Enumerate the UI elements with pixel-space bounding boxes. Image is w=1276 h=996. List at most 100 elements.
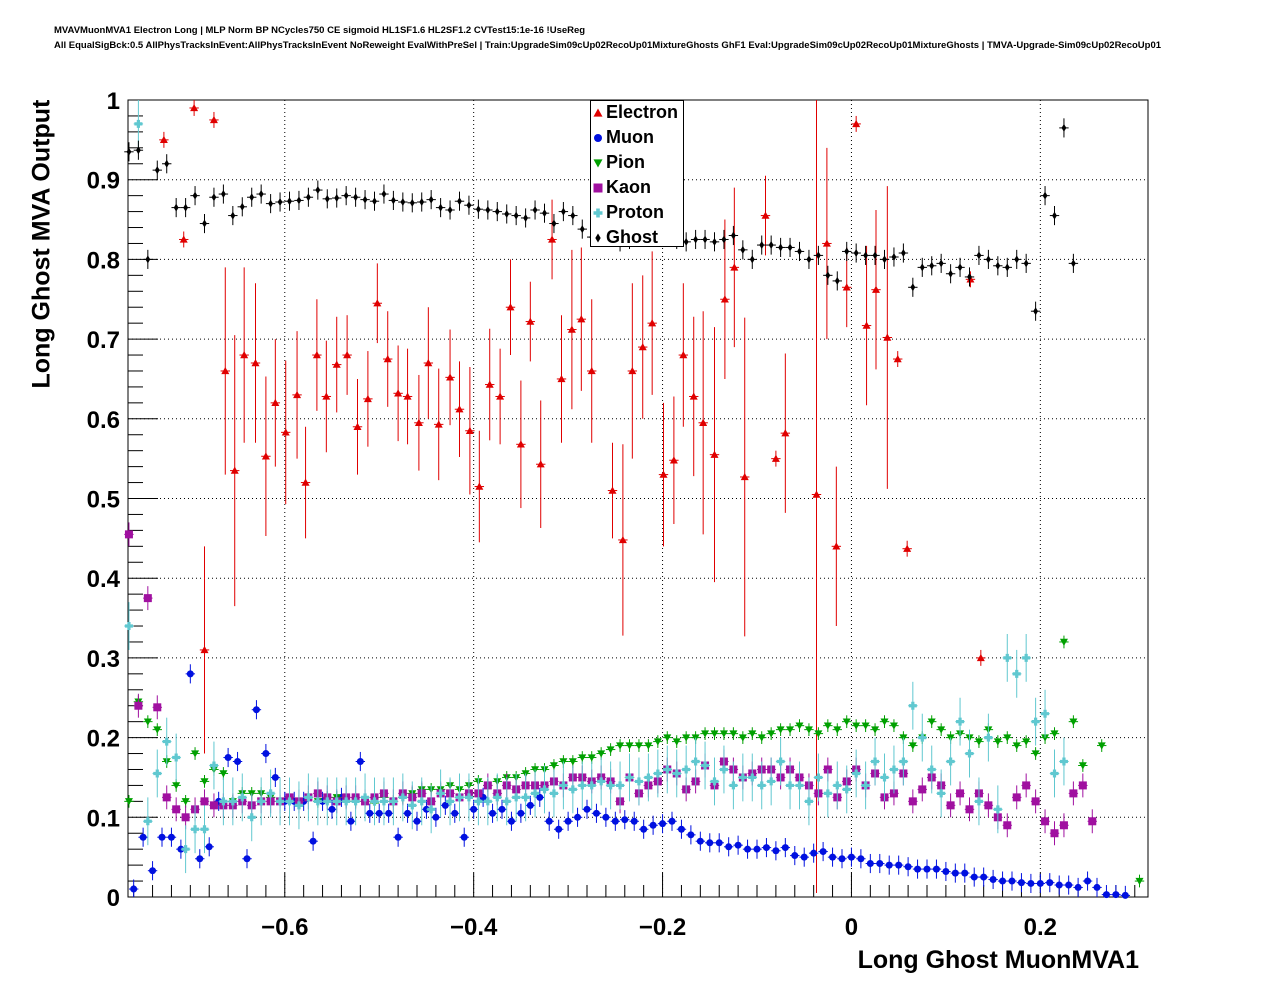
pion-point	[710, 730, 719, 738]
electron-point	[209, 115, 218, 124]
legend-item-pion: Pion	[591, 150, 645, 175]
ghost-point	[1033, 307, 1039, 316]
muon-point	[186, 670, 194, 678]
kaon-point	[946, 801, 955, 810]
proton-point	[370, 797, 379, 806]
electron-point	[424, 359, 433, 367]
kaon-point	[1059, 821, 1068, 830]
proton-point	[701, 761, 710, 770]
kaon-point	[1012, 793, 1021, 802]
kaon-point	[918, 785, 927, 794]
muon-point	[1017, 879, 1025, 887]
kaon-point	[162, 793, 171, 802]
proton-point	[937, 789, 946, 798]
kaon-point	[1050, 829, 1059, 838]
muon-point	[574, 813, 582, 821]
pion-point	[842, 718, 851, 726]
plot-title-line-1: MVAVMuonMVA1 Electron Long | MLP Norm BP…	[54, 25, 586, 36]
electron-point	[240, 351, 249, 359]
muon-point	[489, 809, 497, 817]
muon-point	[942, 867, 950, 875]
proton-point	[918, 733, 927, 742]
muon-point	[857, 855, 865, 863]
proton-point	[889, 765, 898, 774]
muon-point	[923, 865, 931, 873]
electron-point	[271, 398, 280, 407]
proton-point	[427, 805, 436, 814]
electron-point	[485, 380, 494, 388]
legend-label: Kaon	[606, 177, 651, 197]
x-tick-label: −0.6	[261, 914, 308, 941]
proton-point	[833, 781, 842, 790]
electron-point	[159, 135, 168, 144]
legend-marker-shape	[593, 158, 603, 167]
muon-point	[177, 845, 185, 853]
ghost-point	[957, 263, 963, 272]
muon-point	[205, 843, 213, 851]
y-tick-label: 0.1	[87, 805, 120, 832]
muon-point	[271, 773, 279, 781]
muon-point	[866, 860, 874, 868]
muon-point	[696, 837, 704, 845]
proton-point	[181, 845, 190, 854]
ghost-point	[324, 194, 330, 203]
proton-point	[379, 797, 388, 806]
ghost-point	[390, 196, 396, 205]
proton-point	[531, 789, 540, 798]
ghost-point	[447, 205, 453, 214]
x-tick-label: 0.2	[1024, 914, 1057, 941]
electron-point	[638, 343, 647, 351]
electron-point	[363, 394, 372, 403]
muon-point	[734, 841, 742, 849]
muon-point	[1093, 883, 1101, 891]
muon-point	[158, 833, 166, 841]
kaon-point	[1078, 781, 1087, 790]
ghost-point	[825, 271, 831, 280]
electron-point	[659, 470, 668, 478]
proton-point	[408, 801, 417, 810]
legend-marker-shape	[593, 108, 603, 117]
pion-point	[124, 798, 133, 806]
ghost-point	[570, 211, 576, 220]
electron-point	[536, 460, 545, 468]
pion-point	[653, 738, 662, 746]
proton-point	[436, 789, 445, 798]
proton-point	[578, 781, 587, 790]
pion-point	[786, 726, 795, 734]
ghost-point	[976, 251, 982, 260]
muon-point	[781, 844, 789, 852]
muon-point	[592, 809, 600, 817]
proton-point	[691, 757, 700, 766]
pion-point	[172, 782, 181, 790]
pion-point	[804, 726, 813, 734]
pion-point	[634, 742, 643, 750]
muon-point	[347, 817, 355, 825]
ghost-point	[353, 193, 359, 202]
electron-point	[628, 366, 637, 375]
electron-point	[720, 295, 729, 303]
ghost-point	[475, 205, 481, 214]
muon-point	[526, 801, 534, 809]
proton-point	[540, 785, 549, 794]
muon-point	[1121, 891, 1129, 899]
proton-point	[644, 773, 653, 782]
electron-point	[301, 478, 310, 486]
pion-point	[871, 726, 880, 734]
kaon-point	[172, 805, 181, 814]
muon-point	[800, 853, 808, 861]
legend-marker-ghost-icon	[595, 233, 601, 242]
kaon-point	[956, 789, 965, 798]
ghost-point	[343, 191, 349, 200]
muon-point	[517, 809, 525, 817]
proton-point	[587, 781, 596, 790]
pion-point	[1097, 742, 1106, 750]
legend-marker-shape	[593, 208, 603, 217]
electron-point	[230, 466, 239, 474]
proton-point	[748, 773, 757, 782]
proton-point	[559, 781, 568, 790]
ghost-point	[910, 283, 916, 292]
electron-point	[832, 542, 841, 550]
ghost-point	[787, 243, 793, 252]
muon-point	[498, 805, 506, 813]
electron-point	[343, 351, 352, 359]
